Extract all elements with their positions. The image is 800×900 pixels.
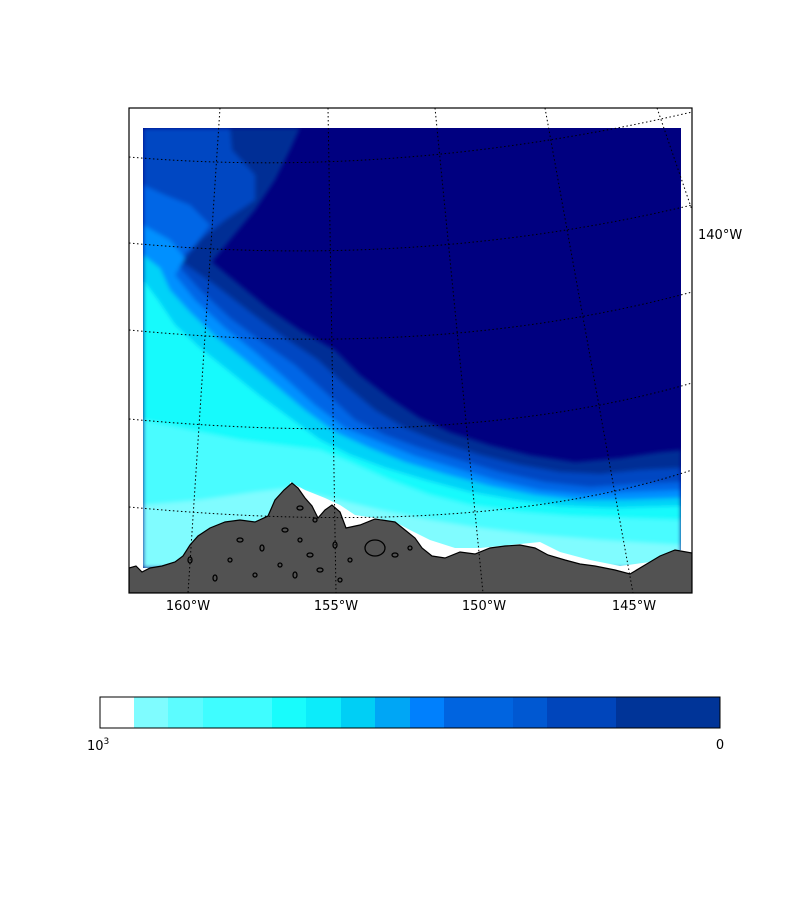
colorbar-segment <box>272 697 306 728</box>
colorbar <box>100 697 720 728</box>
colorbar-segment <box>168 697 203 728</box>
map-panel <box>129 108 692 593</box>
colorbar-segment <box>134 697 168 728</box>
lon-label-145w: 145°W <box>612 599 656 614</box>
colorbar-segment <box>616 697 720 728</box>
lon-label-140w: 140°W <box>698 228 742 243</box>
colorbar-segment <box>513 697 547 728</box>
colorbar-segment <box>375 697 410 728</box>
colorbar-left-label: 103 <box>87 737 109 754</box>
graticule-parallels <box>129 111 692 519</box>
colorbar-segment <box>444 697 513 728</box>
colorbar-left-base: 10 <box>87 739 104 754</box>
colorbar-left-exp: 3 <box>104 737 110 747</box>
lon-label-150w: 150°W <box>462 599 506 614</box>
colorbar-segment <box>410 697 444 728</box>
colorbar-frame <box>99 696 721 729</box>
colorbar-segment <box>203 697 272 728</box>
map-frame <box>128 107 693 594</box>
colorbar-right-label: 0 <box>716 738 724 753</box>
colorbar-segment <box>547 697 616 728</box>
land-lakes <box>187 505 413 583</box>
lon-label-155w: 155°W <box>314 599 358 614</box>
longitude-labels: 160°W 155°W 150°W 145°W 140°W <box>166 228 742 614</box>
lon-label-160w: 160°W <box>166 599 210 614</box>
colorbar-segment <box>100 697 134 728</box>
colorbar-segment <box>306 697 341 728</box>
land <box>129 482 692 593</box>
colorbar-segment <box>341 697 375 728</box>
